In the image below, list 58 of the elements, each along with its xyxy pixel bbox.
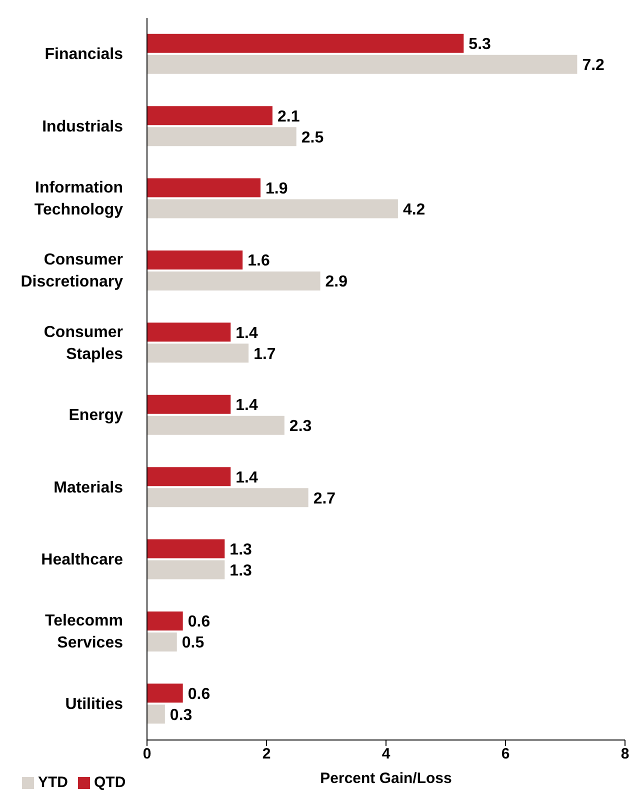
y-tick-label: Telecomm Services	[45, 612, 124, 652]
bar	[147, 322, 231, 342]
bar	[147, 539, 225, 558]
x-tick-label: 2	[262, 746, 271, 763]
bar	[147, 34, 464, 53]
data-label: 0.6	[188, 686, 210, 703]
data-label: 1.4	[236, 324, 258, 342]
x-axis-title: Percent Gain/Loss	[319, 770, 453, 787]
data-label: 2.9	[325, 274, 348, 291]
bar	[147, 611, 183, 630]
data-label: 2.3	[289, 418, 312, 436]
data-label: 0.3	[170, 706, 192, 724]
x-tick-label: 8	[620, 746, 630, 763]
x-tick-label: 0	[142, 746, 152, 763]
bar	[147, 127, 296, 146]
data-label: 4.2	[402, 201, 426, 218]
data-label: 1.6	[248, 252, 270, 270]
y-tick-label: Information Technology	[34, 179, 124, 218]
bar	[147, 488, 308, 508]
bar	[147, 344, 249, 363]
data-label: 2.1	[277, 108, 300, 126]
bar	[147, 560, 225, 580]
bar	[147, 106, 272, 126]
y-tick-label: Healthcare	[41, 551, 124, 568]
data-label: 1.7	[254, 346, 276, 363]
y-tick-label: Consumer Discretionary	[20, 251, 124, 290]
legend-label: YTD	[38, 774, 68, 791]
data-label: 2.5	[301, 129, 324, 146]
data-label: 1.9	[266, 180, 288, 198]
bar	[147, 394, 231, 414]
x-tick-label: 4	[382, 746, 391, 763]
bar	[147, 199, 398, 218]
y-tick-label: Energy	[68, 406, 124, 424]
data-label: 1.4	[236, 397, 258, 414]
data-label: 1.3	[230, 562, 252, 580]
bar	[147, 271, 320, 290]
data-label: 1.4	[236, 469, 258, 486]
y-tick-label: Industrials	[42, 118, 124, 135]
data-label: 7.2	[582, 57, 605, 74]
bar	[147, 178, 261, 198]
bar	[147, 54, 578, 74]
y-tick-label: Utilities	[65, 695, 124, 712]
bar	[147, 467, 231, 486]
y-tick-label: Consumer Staples	[44, 323, 124, 362]
data-label: 0.6	[188, 614, 210, 631]
bar	[147, 632, 177, 652]
bar	[147, 684, 183, 703]
bar	[147, 416, 284, 435]
data-label: 5.3	[468, 36, 492, 54]
data-label: 0.5	[182, 634, 204, 652]
y-tick-label: Materials	[54, 478, 124, 496]
y-tick-label: Financials	[44, 46, 124, 63]
data-label: 1.3	[230, 541, 252, 558]
bar	[147, 250, 243, 270]
x-tick-label: 6	[501, 746, 510, 763]
bar	[147, 704, 165, 724]
legend-label: QTD	[94, 774, 126, 791]
data-label: 2.7	[313, 490, 336, 508]
